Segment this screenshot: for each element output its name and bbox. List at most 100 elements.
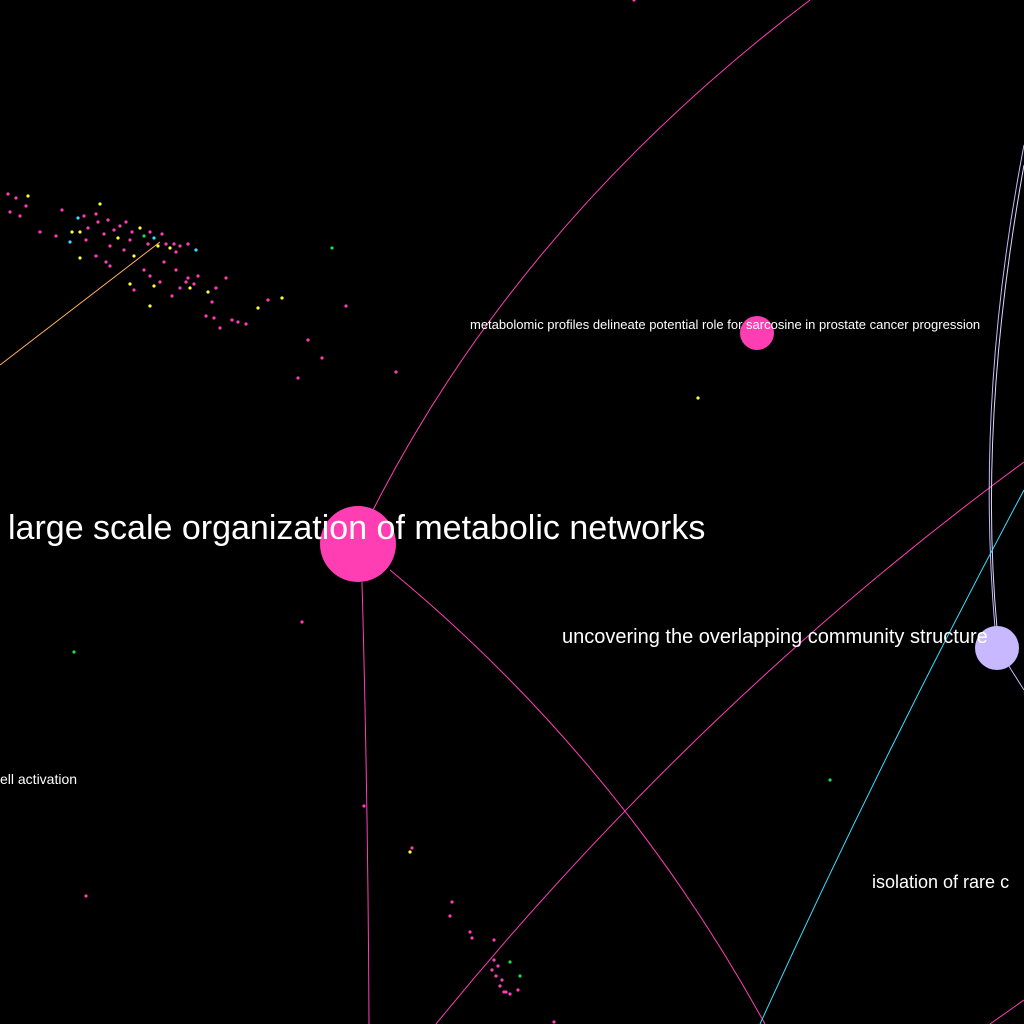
small-node[interactable] [148, 230, 152, 234]
small-node[interactable] [98, 202, 102, 206]
small-node[interactable] [500, 978, 504, 982]
small-node[interactable] [24, 204, 28, 208]
small-node[interactable] [122, 248, 126, 252]
small-node[interactable] [26, 194, 30, 198]
small-node[interactable] [128, 282, 132, 286]
node-uncovering-community[interactable] [975, 626, 1019, 670]
small-node[interactable] [186, 242, 190, 246]
small-node[interactable] [244, 322, 248, 326]
small-node[interactable] [94, 254, 98, 258]
small-node[interactable] [518, 974, 522, 978]
small-node[interactable] [516, 988, 520, 992]
small-node[interactable] [178, 244, 182, 248]
small-node[interactable] [194, 248, 198, 252]
small-node[interactable] [214, 286, 218, 290]
small-node[interactable] [70, 230, 74, 234]
small-node[interactable] [192, 282, 196, 286]
small-node[interactable] [8, 210, 12, 214]
small-node[interactable] [362, 804, 366, 808]
small-node[interactable] [174, 250, 178, 254]
small-node[interactable] [164, 242, 168, 246]
small-node[interactable] [296, 376, 300, 380]
small-node[interactable] [102, 232, 106, 236]
small-node[interactable] [632, 0, 636, 2]
small-node[interactable] [306, 338, 310, 342]
small-node[interactable] [6, 192, 10, 196]
small-node[interactable] [124, 220, 128, 224]
small-node[interactable] [142, 268, 146, 272]
small-node[interactable] [230, 318, 234, 322]
small-node[interactable] [54, 234, 58, 238]
small-node[interactable] [76, 216, 80, 220]
small-node[interactable] [468, 930, 472, 934]
small-node[interactable] [552, 1020, 556, 1024]
small-node[interactable] [206, 290, 210, 294]
small-node[interactable] [142, 234, 146, 238]
small-node[interactable] [172, 242, 176, 246]
small-node[interactable] [160, 232, 164, 236]
small-node[interactable] [162, 260, 166, 264]
small-node[interactable] [138, 226, 142, 230]
small-node[interactable] [196, 274, 200, 278]
small-node[interactable] [78, 256, 82, 260]
small-node[interactable] [174, 268, 178, 272]
small-node[interactable] [96, 220, 100, 224]
small-node[interactable] [86, 226, 90, 230]
small-node[interactable] [210, 300, 214, 304]
small-node[interactable] [132, 288, 136, 292]
node-large-scale-organization[interactable] [320, 506, 396, 582]
small-node[interactable] [116, 236, 120, 240]
small-node[interactable] [492, 958, 496, 962]
small-node[interactable] [492, 938, 496, 942]
small-node[interactable] [38, 230, 42, 234]
small-node[interactable] [300, 620, 304, 624]
small-node[interactable] [118, 224, 122, 228]
small-node[interactable] [236, 320, 240, 324]
small-node[interactable] [508, 960, 512, 964]
small-node[interactable] [72, 650, 76, 654]
small-node[interactable] [280, 296, 284, 300]
small-node[interactable] [60, 208, 64, 212]
small-node[interactable] [132, 254, 136, 258]
small-node[interactable] [494, 974, 498, 978]
small-node[interactable] [168, 246, 172, 250]
small-node[interactable] [470, 936, 474, 940]
small-node[interactable] [78, 230, 82, 234]
small-node[interactable] [170, 294, 174, 298]
small-node[interactable] [104, 260, 108, 264]
small-node[interactable] [490, 968, 494, 972]
node-metabolomic-profiles[interactable] [740, 316, 774, 350]
small-node[interactable] [14, 196, 18, 200]
small-node[interactable] [112, 228, 116, 232]
small-node[interactable] [344, 304, 348, 308]
small-node[interactable] [204, 314, 208, 318]
small-node[interactable] [128, 238, 132, 242]
small-node[interactable] [148, 304, 152, 308]
small-node[interactable] [156, 244, 160, 248]
small-node[interactable] [108, 244, 112, 248]
small-node[interactable] [496, 964, 500, 968]
small-node[interactable] [320, 356, 324, 360]
small-node[interactable] [146, 242, 150, 246]
small-node[interactable] [828, 778, 832, 782]
small-node[interactable] [696, 396, 700, 400]
small-node[interactable] [408, 850, 412, 854]
small-node[interactable] [184, 280, 188, 284]
small-node[interactable] [158, 280, 162, 284]
small-node[interactable] [82, 214, 86, 218]
small-node[interactable] [106, 218, 110, 222]
small-node[interactable] [450, 900, 454, 904]
small-node[interactable] [256, 306, 260, 310]
small-node[interactable] [218, 326, 222, 330]
small-node[interactable] [508, 992, 512, 996]
small-node[interactable] [84, 894, 88, 898]
small-node[interactable] [18, 214, 22, 218]
small-node[interactable] [188, 286, 192, 290]
small-node[interactable] [224, 276, 228, 280]
small-node[interactable] [448, 914, 452, 918]
small-node[interactable] [266, 298, 270, 302]
small-node[interactable] [152, 284, 156, 288]
small-node[interactable] [504, 990, 508, 994]
small-node[interactable] [186, 276, 190, 280]
